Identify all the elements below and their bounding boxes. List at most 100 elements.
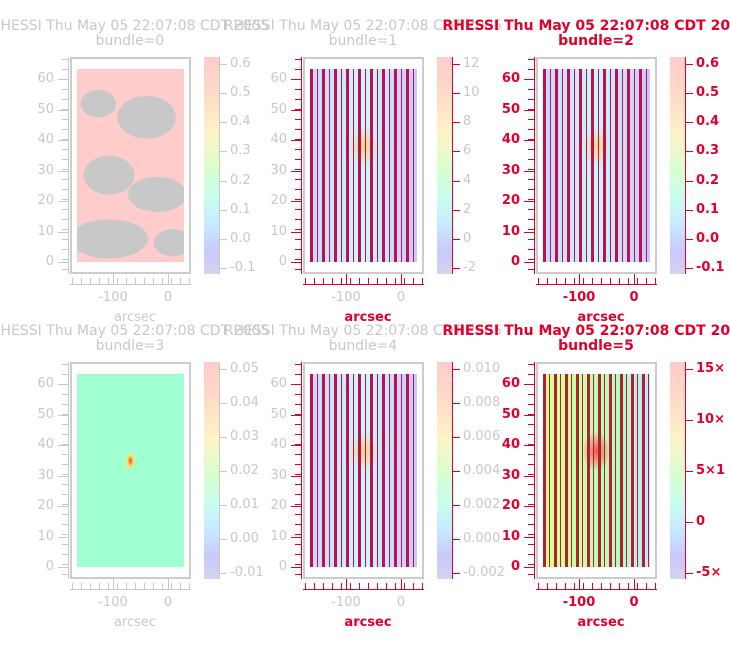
y-tick-label: 60 (37, 71, 54, 86)
x-minor-tick (305, 278, 306, 284)
y-tick (291, 231, 301, 233)
colorbar-tick-label: 0.008 (463, 395, 501, 410)
y-tick-label: 30 (37, 467, 54, 483)
y-minor-tick (62, 554, 68, 555)
panel: RHESSI Thu May 05 22:07:08 CDT 2005 bundl… (224, 305, 505, 631)
x-minor-tick (601, 583, 602, 589)
colorbar-tick (219, 180, 227, 182)
colorbar-tick (685, 573, 693, 574)
y-minor-tick (62, 249, 68, 250)
colorbar-tick (685, 420, 693, 421)
x-axis-label: arcsec (577, 615, 625, 630)
y-minor-tick (295, 99, 301, 100)
y-tick (291, 506, 301, 507)
colorbar-tick-label: 0.5 (230, 85, 251, 101)
y-minor-tick (528, 444, 534, 445)
colorbar-tick (685, 369, 693, 370)
x-minor-tick (413, 278, 414, 284)
y-tick-label: 10 (37, 528, 54, 544)
y-minor-tick (295, 434, 301, 435)
y-tick-label: 0 (510, 559, 520, 574)
x-minor-tick (547, 278, 548, 284)
x-minor-tick (628, 278, 629, 284)
x-minor-tick (574, 278, 575, 284)
x-tick (634, 579, 635, 589)
y-minor-tick (528, 89, 534, 90)
colorbar-tick (219, 151, 227, 153)
colorbar-tick-label: 0.2 (696, 172, 720, 188)
colorbar-tick-label: 0.002 (463, 497, 501, 512)
y-minor-tick (528, 99, 534, 100)
chart-subtitle: bundle=1 (328, 33, 398, 49)
y-minor-tick (528, 119, 534, 120)
y-tick-label: 20 (270, 498, 287, 513)
colorbar-tick-label: 15× (696, 361, 725, 376)
y-tick-label: 30 (270, 467, 287, 483)
y-axis-line (301, 57, 302, 274)
colorbar-tick-label: -0.002 (463, 565, 505, 580)
y-tick (524, 445, 534, 446)
x-minor-tick (422, 278, 423, 284)
y-axis-line (534, 362, 535, 579)
chart-subtitle: bundle=5 (558, 338, 634, 354)
y-minor-tick (62, 374, 68, 375)
y-tick-label: 40 (37, 132, 54, 147)
y-minor-tick (295, 454, 301, 455)
x-minor-tick (601, 278, 602, 284)
heatmap-image (310, 69, 417, 262)
x-minor-tick (565, 583, 566, 589)
y-minor-tick (528, 504, 534, 505)
colorbar-tick (452, 437, 460, 438)
y-tick-label: 0 (510, 254, 520, 269)
colorbar-axis (452, 57, 453, 274)
x-tick (168, 274, 169, 284)
y-tick (58, 201, 68, 202)
y-tick-label: 0 (45, 254, 54, 269)
colorbar-tick-label: 8 (463, 114, 472, 130)
y-minor-tick (295, 554, 301, 555)
colorbar-tick-label: -5× (696, 565, 722, 580)
y-tick-label: 60 (37, 376, 54, 391)
y-tick-label: 50 (270, 101, 287, 117)
x-minor-tick (404, 278, 405, 284)
chart-subtitle: bundle=2 (558, 33, 634, 49)
y-minor-tick (295, 574, 301, 575)
y-minor-tick (295, 474, 301, 475)
y-minor-tick (295, 129, 301, 130)
colorbar-tick (452, 122, 460, 124)
y-minor-tick (295, 69, 301, 70)
y-minor-tick (62, 564, 68, 565)
panel: RHESSI Thu May 05 22:07:08 CDT 2005 bundl… (442, 0, 730, 326)
x-minor-tick (153, 278, 154, 284)
x-minor-tick (180, 278, 181, 284)
y-minor-tick (62, 494, 68, 495)
colorbar-tick (452, 209, 460, 211)
x-minor-tick (99, 278, 100, 284)
y-minor-tick (295, 209, 301, 210)
y-minor-tick (62, 514, 68, 515)
x-minor-tick (341, 583, 342, 589)
y-minor-tick (295, 364, 301, 365)
y-minor-tick (295, 239, 301, 240)
colorbar-tick-label: 0.00 (230, 531, 259, 546)
y-tick-label: 60 (270, 376, 287, 391)
y-tick (58, 170, 68, 172)
y-minor-tick (528, 229, 534, 230)
colorbar-tick-label: 0.03 (230, 429, 259, 444)
y-minor-tick (295, 484, 301, 485)
y-minor-tick (62, 199, 68, 200)
y-minor-tick (295, 159, 301, 160)
y-minor-tick (62, 269, 68, 270)
y-tick (58, 79, 68, 80)
panel: RHESSI Thu May 05 22:07:08 CDT 2005 bundl… (224, 0, 502, 326)
x-minor-tick (135, 583, 136, 589)
y-tick-label: 40 (270, 132, 287, 147)
colorbar-tick (685, 180, 693, 182)
y-minor-tick (528, 219, 534, 220)
y-tick-label: 20 (37, 193, 54, 208)
y-tick (58, 109, 68, 111)
y-minor-tick (528, 199, 534, 200)
y-tick (291, 140, 301, 141)
y-tick (291, 567, 301, 568)
colorbar-tick-label: 0.0 (696, 230, 720, 246)
